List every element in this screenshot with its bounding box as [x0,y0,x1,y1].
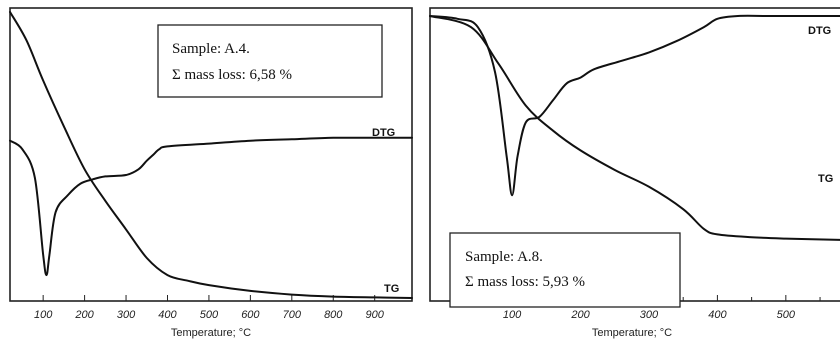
left-x-tick-labels: 100 200 300 400 500 600 700 800 900 [34,309,385,321]
left-tg-label: TG [384,283,399,295]
right-x-tick-label: 200 [570,309,590,321]
left-x-tick-label: 100 [34,309,53,321]
left-plot-frame [9,7,413,302]
right-sample-text: Sample: A.8. [465,249,543,265]
left-tg-curve [9,11,413,299]
right-dtg-label: DTG [808,25,831,37]
left-x-tick-label: 900 [366,309,385,321]
right-annotation-frame [449,232,681,308]
right-dtg-curve [429,14,840,197]
right-mass-loss-text: Σ mass loss: 5,93 % [465,274,585,290]
right-x-tick-label: 100 [503,309,522,321]
left-x-tick-label: 400 [158,309,177,321]
left-chart-panel: 100 200 300 400 500 600 700 800 900 Temperature;… [9,7,413,339]
left-x-axis-title: Temperature; °C [171,327,251,339]
left-dtg-label: DTG [372,127,395,139]
left-sample-text: Sample: A.4. [172,41,250,57]
left-dtg-curve [9,136,413,277]
right-tg-label: TG [818,173,833,185]
left-x-tick-label: 800 [324,309,343,321]
left-x-tick-label: 200 [74,309,94,321]
right-chart-panel: 100 200 300 400 500 Temperature; °C DTG TG S… [429,7,840,339]
left-annotation-frame [157,24,383,98]
right-x-tick-labels: 100 200 300 400 500 [503,309,796,321]
left-x-tick-label: 300 [117,309,136,321]
left-x-tick-label: 500 [200,309,219,321]
right-annotation-box: Sample: A.8. Σ mass loss: 5,93 % [449,232,681,308]
right-x-tick-label: 400 [708,309,727,321]
right-x-axis-title: Temperature; °C [592,327,672,339]
left-x-tick-label: 600 [241,309,260,321]
left-annotation-box: Sample: A.4. Σ mass loss: 6,58 % [157,24,383,98]
left-x-tick-label: 700 [283,309,302,321]
right-x-tick-label: 300 [640,309,659,321]
left-mass-loss-text: Σ mass loss: 6,58 % [172,67,292,83]
right-x-tick-label: 500 [777,309,796,321]
right-tg-curve [429,15,840,241]
